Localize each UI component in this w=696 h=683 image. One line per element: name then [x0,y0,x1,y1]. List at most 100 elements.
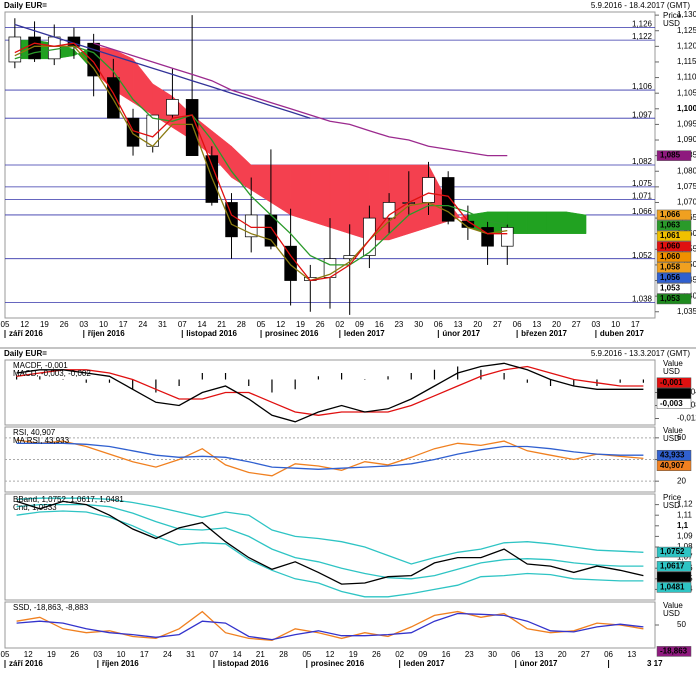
y-axis-label: Price [663,493,682,502]
lower-subtitle: 5.9.2016 - 13.3.2017 (GMT) [591,349,691,358]
month-label: prosinec 2016 [311,659,365,668]
series-line [16,503,644,580]
histogram-bar [387,376,389,380]
legend-text: BBand, 1,0752, 1,0617, 1,0481 [13,495,124,504]
candle-body [422,177,435,203]
value-box-label: 1,0533 [660,572,685,581]
x-tick-label: 19 [349,650,358,659]
x-tick-label: 17 [631,320,640,329]
x-tick-label: 03 [93,650,102,659]
month-label: listopad 2016 [218,659,269,668]
level-label: 1,126 [632,20,653,29]
value-box [656,241,692,252]
cloud-segment [526,211,547,234]
month-label: leden 2017 [344,329,385,338]
x-tick-label: 28 [279,650,288,659]
x-tick-label: 02 [395,650,404,659]
x-tick-label: 13 [627,650,636,659]
value-box-label: 1,066 [660,210,681,219]
legend-text: MACD, -0,003, -0,002 [13,369,91,378]
y-tick-label: 1,080 [677,166,696,175]
y-tick-label: 1,08 [677,542,693,551]
value-box [656,398,692,409]
x-tick-label: 24 [138,320,147,329]
value-box-label: -0,003 [660,399,683,408]
y-axis-label: Value [663,359,683,368]
level-label: 1,122 [632,32,653,41]
y-tick-label: 1,1 [677,521,689,530]
main-title: Daily EUR= [4,1,47,10]
y-tick-label: 1,09 [677,532,693,541]
value-box [656,561,692,572]
x-tick-label: 10 [611,320,620,329]
value-box [656,377,692,388]
x-tick-label: 21 [217,320,226,329]
y-axis-label: USD [663,501,680,510]
y-tick-label: -0,012 [677,414,696,423]
series-line [16,612,644,641]
month-label: březen 2017 [521,329,567,338]
x-tick-label: 26 [60,320,69,329]
histogram-bar [132,379,134,390]
histogram-bar [619,379,621,383]
cloud-segment [329,164,350,235]
value-box-label: 1,063 [660,221,681,230]
y-tick-label: 1,12 [677,500,693,509]
x-tick-label: 23 [465,650,474,659]
legend-text: Cnd, 1,0533 [13,503,57,512]
y-tick-label: 1,120 [677,41,696,50]
value-box [656,388,692,399]
candle-body [244,214,258,238]
x-tick-label: 12 [326,650,335,659]
x-tick-label: 14 [198,320,207,329]
legend-text: MA RSI, 43,933 [13,436,70,445]
y-tick-label: 1,070 [677,198,696,207]
legend-text: SSD, -18,863, -8,883 [13,603,89,612]
histogram-bar [108,379,111,383]
x-tick-label: 13 [534,650,543,659]
candle-body [47,36,61,60]
x-tick-label: 05 [302,650,311,659]
x-tick-label: 19 [296,320,305,329]
y-axis-label: Value [663,426,683,435]
x-tick-label: 13 [454,320,463,329]
legend-text: RSI, 40,907 [13,428,56,437]
month-label: prosinec 2016 [265,329,319,338]
value-box-label: 1,0617 [660,562,685,571]
legend-text: MACDF, -0,001 [13,361,68,370]
histogram-bar [271,379,273,393]
histogram-bar [503,373,505,380]
value-box [656,230,692,242]
x-tick-label: 05 [257,320,266,329]
x-tick-label: 12 [20,320,29,329]
x-tick-label: 19 [47,650,56,659]
y-tick-label: 1,125 [677,26,696,35]
value-box-label: 1,053 [660,284,681,293]
series-line [14,45,508,266]
level-label: 1,106 [632,82,653,91]
value-box-label: 1,053 [660,294,681,303]
candle-body [363,217,376,256]
x-tick-label: 20 [552,320,561,329]
value-box [656,272,692,284]
histogram-bar [341,373,343,380]
y-tick-label: 1,035 [677,307,696,316]
x-tick-label: 12 [24,650,33,659]
lower-title: Daily EUR= [4,349,47,358]
x-tick-label: 06 [513,320,522,329]
x-tick-label: 06 [511,650,520,659]
x-tick-label: 27 [572,320,581,329]
month-label: duben 2017 [600,329,645,338]
candle-body [382,202,396,219]
x-end-label: 3 17 [647,659,663,668]
x-tick-label: 28 [237,320,246,329]
histogram-bar [62,379,64,380]
x-tick-label: 17 [140,650,149,659]
y-tick-label: 1,090 [677,135,696,144]
value-box [656,582,692,593]
candle-body [481,227,494,247]
month-label: únor 2017 [442,329,480,338]
value-box-label: 1,085 [660,151,681,160]
x-tick-label: 12 [276,320,285,329]
histogram-bar [410,373,412,380]
